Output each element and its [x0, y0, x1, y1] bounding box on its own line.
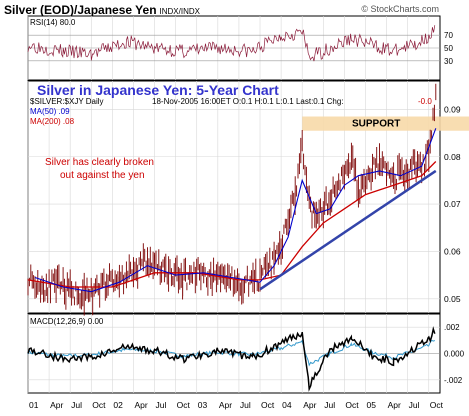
price-tick-label: 0.09: [444, 104, 461, 114]
price-tick-label: 0.05: [444, 294, 461, 304]
macd-tick-label: 0.000: [444, 350, 465, 359]
support-label: SUPPORT: [352, 119, 400, 130]
x-tick-label: Oct: [345, 400, 359, 410]
macd-signal-line: [27, 339, 435, 367]
x-tick-label: Jul: [156, 400, 167, 410]
macd-tick-label: .002: [444, 323, 460, 332]
support-trendline: [259, 169, 437, 291]
rsi-tick-label: 30: [444, 57, 453, 66]
symbol-label: $SILVER:$XJY Daily: [30, 97, 104, 106]
price-tick-label: 0.06: [444, 246, 461, 256]
quote-label: 18-Nov-2005 16:00ET O:0.1 H:0.1 L:0.1 La…: [152, 97, 344, 106]
copyright-text: © StockCharts.com: [361, 4, 439, 14]
macd-tick-label: -.002: [444, 376, 463, 385]
annotation-line-1: Silver has clearly broken: [45, 157, 154, 168]
x-tick-label: Oct: [430, 400, 444, 410]
x-tick-label: Jul: [409, 400, 420, 410]
x-tick-label: Apr: [50, 400, 63, 410]
x-tick-label: Jul: [71, 400, 82, 410]
overlay-title: Silver in Japanese Yen: 5-Year Chart: [37, 82, 279, 98]
x-tick-label: Oct: [92, 400, 106, 410]
x-tick-label: Jul: [240, 400, 251, 410]
x-tick-label: Apr: [388, 400, 401, 410]
x-tick-label: Oct: [261, 400, 275, 410]
macd-line: [27, 326, 436, 392]
macd-label: MACD(12,26,9) 0.00: [30, 317, 104, 326]
rsi-tick-label: 70: [444, 31, 453, 40]
x-tick-label: Jul: [324, 400, 335, 410]
ma200-label: MA(200) .08: [30, 117, 75, 126]
chart-title: Silver (EOD)/Japanese Yen INDX/INDX: [4, 3, 200, 17]
ma50-label: MA(50) .09: [30, 107, 70, 116]
title-text: Silver (EOD)/Japanese Yen: [4, 3, 157, 17]
support-band: [302, 116, 469, 131]
rsi-label: RSI(14) 80.0: [30, 18, 76, 27]
x-tick-label: 02: [113, 400, 123, 410]
rsi-tick-label: 50: [444, 44, 453, 53]
x-tick-label: 05: [366, 400, 376, 410]
x-tick-label: 01: [29, 400, 39, 410]
x-tick-label: Oct: [177, 400, 191, 410]
x-tick-label: Apr: [134, 400, 147, 410]
x-tick-label: Apr: [219, 400, 232, 410]
change-value: -0.0: [418, 97, 432, 106]
price-tick-label: 0.07: [444, 199, 461, 209]
ma50-line: [34, 128, 437, 293]
x-tick-label: 04: [282, 400, 292, 410]
rsi-line: [27, 25, 436, 62]
annotation-line-2: out against the yen: [60, 170, 145, 181]
x-tick-label: 03: [198, 400, 208, 410]
x-tick-label: Apr: [303, 400, 316, 410]
title-subtitle: INDX/INDX: [159, 7, 200, 16]
price-tick-label: 0.08: [444, 152, 461, 162]
